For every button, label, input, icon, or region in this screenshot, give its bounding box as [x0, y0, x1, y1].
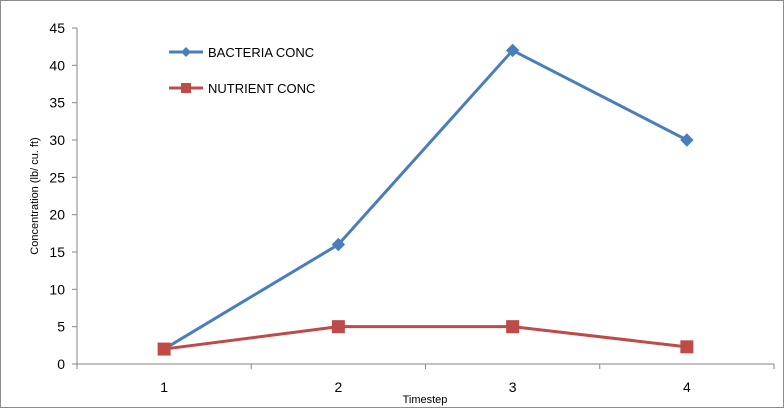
x-tick-label: 4 [683, 379, 691, 395]
legend-item: NUTRIENT CONC [169, 81, 315, 96]
y-tick-label: 25 [49, 169, 65, 185]
x-tick-labels: 1 2 3 4 [160, 379, 691, 395]
data-point-square [331, 320, 345, 334]
y-tick-label: 5 [57, 319, 65, 335]
legend: BACTERIA CONC NUTRIENT CONC [169, 45, 315, 96]
y-tick-label: 0 [57, 356, 65, 372]
y-tick-label: 20 [49, 207, 65, 223]
series-layer [157, 43, 694, 356]
legend-label: NUTRIENT CONC [208, 81, 315, 96]
legend-marker-square [181, 83, 191, 93]
data-point-diamond [331, 237, 346, 252]
y-tick-label: 15 [49, 244, 65, 260]
y-tick-label: 30 [49, 132, 65, 148]
y-tick-label: 40 [49, 57, 65, 73]
data-point-diamond [505, 43, 520, 58]
data-point-diamond [680, 133, 694, 147]
x-tick-label: 2 [334, 379, 342, 395]
data-point-square [680, 340, 694, 354]
x-tick-label: 3 [509, 379, 517, 395]
y-axis-title: Concentration (lb/ cu. ft) [29, 137, 41, 254]
y-tick-label: 35 [49, 95, 65, 111]
data-point-square [506, 320, 520, 334]
x-axis-title: Timestep [403, 394, 448, 406]
axes [76, 28, 774, 365]
series-nutrient-conc [157, 320, 694, 356]
series-line [163, 48, 688, 351]
x-tick-label: 1 [160, 379, 168, 395]
legend-marker-diamond [181, 47, 191, 57]
legend-label: BACTERIA CONC [208, 45, 314, 60]
series-line [163, 325, 688, 351]
y-tick-label: 45 [49, 20, 65, 36]
y-tick-label: 10 [49, 281, 65, 297]
tick-marks [72, 27, 775, 369]
y-tick-labels: 0 5 10 15 20 25 30 35 40 45 [49, 20, 65, 372]
legend-item: BACTERIA CONC [169, 45, 314, 60]
data-point-square [157, 342, 171, 356]
